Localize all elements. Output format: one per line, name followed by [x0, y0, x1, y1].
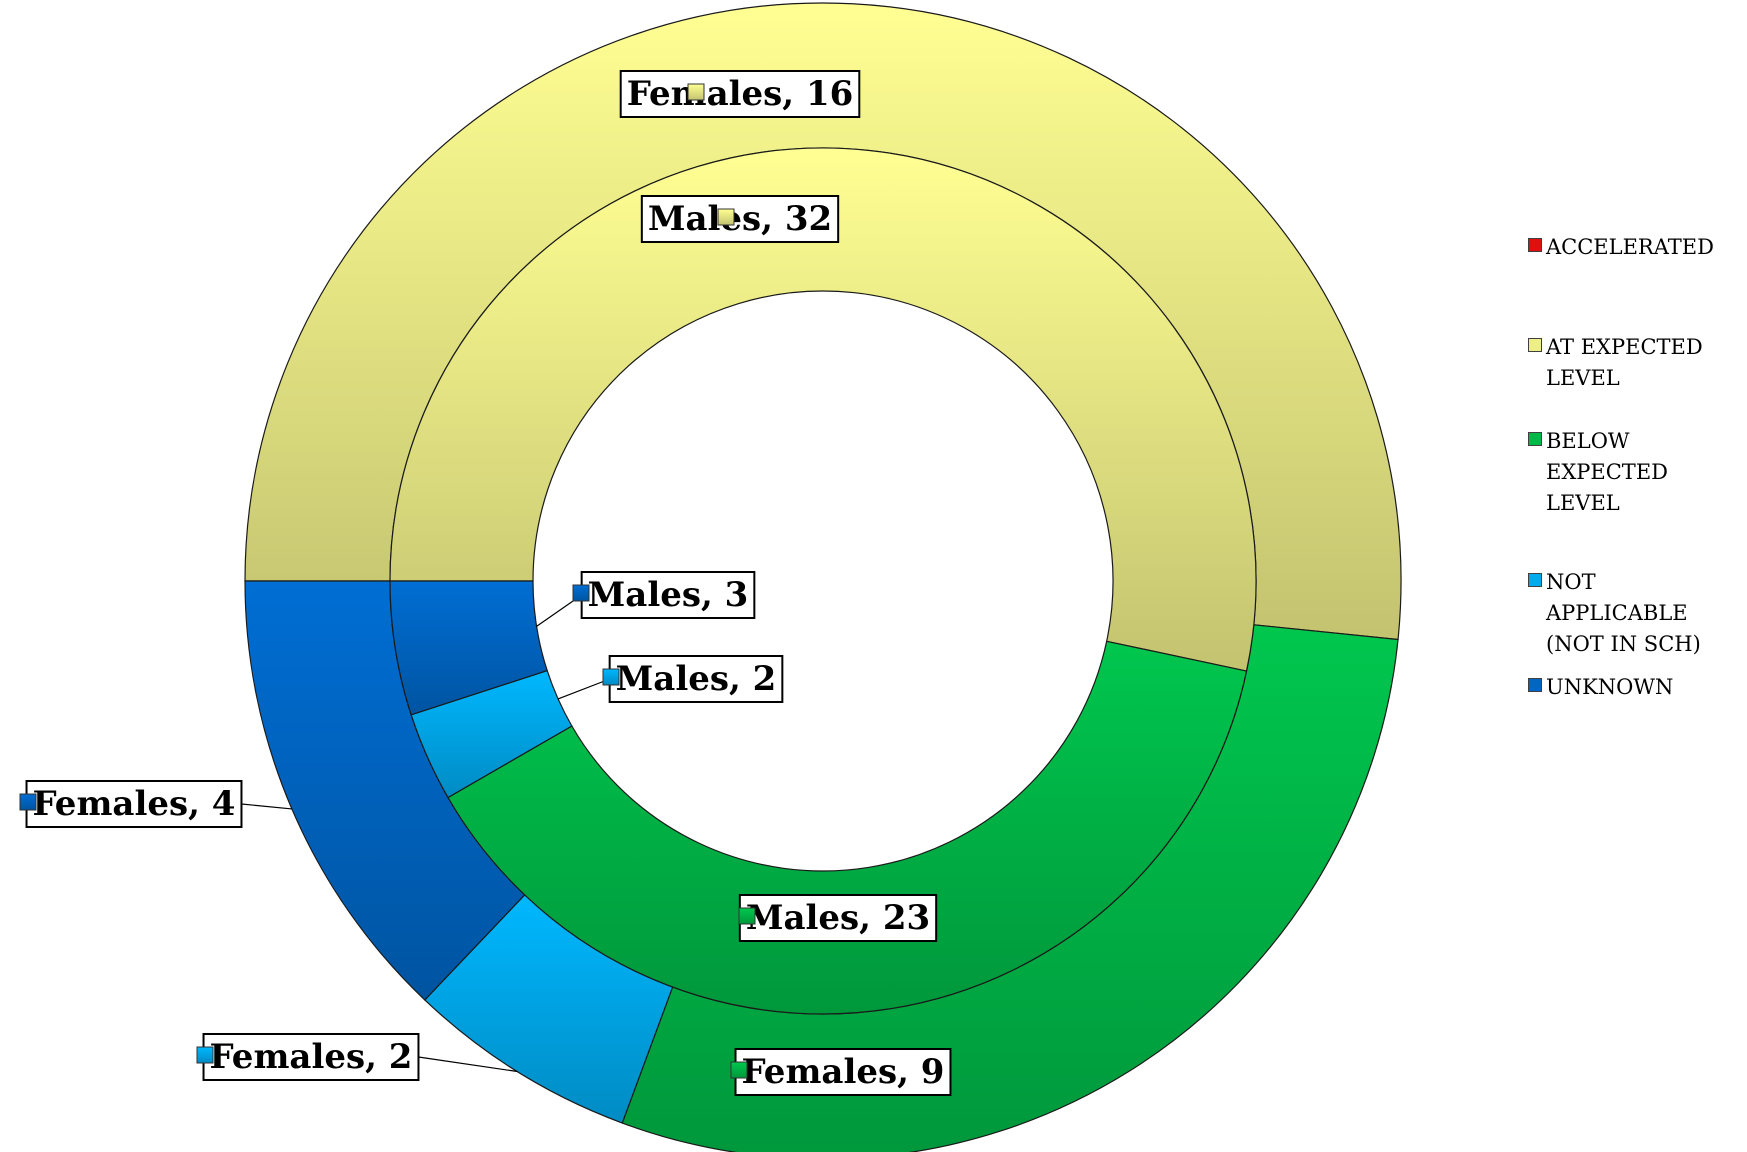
- slice-males-below-expected-level: [447, 640, 1248, 1015]
- data-label-box: [25, 780, 243, 828]
- legend-item-at-expected-level: AT EXPECTED LEVEL: [1528, 332, 1736, 394]
- legend-label: NOT APPLICABLE (NOT IN SCH): [1546, 570, 1701, 656]
- data-label-text: Females, 2: [210, 1037, 413, 1077]
- legend-swatch: [1528, 238, 1542, 252]
- data-label-swatch: [687, 83, 705, 101]
- data-label-text: Males, 32: [648, 199, 832, 239]
- data-label-swatch: [572, 584, 590, 602]
- data-label-males-32: Males, 32: [640, 195, 840, 243]
- data-label-text: Females, 16: [627, 74, 854, 114]
- data-label-females-9: Females, 9: [730, 1048, 952, 1096]
- inner-ring-males: [389, 147, 1257, 1015]
- legend-item-not-applicable-not-in-sch: NOT APPLICABLE (NOT IN SCH): [1528, 567, 1736, 660]
- data-label-box: [202, 1033, 420, 1081]
- data-label-females-16: Females, 16: [619, 70, 861, 118]
- legend-label: ACCELERATED: [1546, 235, 1714, 259]
- leader-line: [241, 803, 292, 810]
- data-label-text: Females, 4: [33, 784, 236, 824]
- data-label-females-2: Females, 2: [196, 1033, 420, 1081]
- data-labels: Females, 16 Males, 32 Males, 3 Males, 2 Fema…: [19, 70, 952, 1096]
- legend-label: AT EXPECTED LEVEL: [1546, 335, 1703, 390]
- outer-ring-females: [244, 2, 1402, 1152]
- data-label-males-3: Males, 3: [572, 571, 756, 619]
- data-label-box: [640, 195, 840, 243]
- data-label-text: Females, 9: [742, 1052, 945, 1092]
- data-label-females-4: Females, 4: [19, 780, 243, 828]
- legend-item-unknown: UNKNOWN: [1528, 672, 1736, 703]
- legend-swatch: [1528, 432, 1542, 446]
- data-label-males-2: Males, 2: [602, 655, 784, 703]
- data-label-swatch: [196, 1046, 214, 1064]
- data-label-box: [619, 70, 861, 118]
- data-label-swatch: [717, 208, 735, 226]
- data-label-swatch: [730, 1061, 748, 1079]
- data-label-swatch: [602, 668, 620, 686]
- data-label-box: [608, 655, 784, 703]
- legend-swatch: [1528, 573, 1542, 587]
- data-label-text: Males, 23: [746, 898, 930, 938]
- legend-item-below-expected-level: BELOW EXPECTED LEVEL: [1528, 426, 1736, 519]
- leader-line: [557, 678, 610, 700]
- legend-swatch: [1528, 338, 1542, 352]
- slice-males-at-expected-level: [389, 147, 1257, 672]
- data-label-text: Males, 2: [616, 659, 777, 699]
- data-label-swatch: [738, 907, 756, 925]
- legend-label: UNKNOWN: [1546, 675, 1674, 699]
- data-label-box: [580, 571, 756, 619]
- legend-label: BELOW EXPECTED LEVEL: [1546, 429, 1668, 515]
- data-label-swatch: [19, 793, 37, 811]
- legend-swatch: [1528, 678, 1542, 692]
- data-label-males-23: Males, 23: [738, 894, 938, 942]
- legend-item-accelerated: ACCELERATED: [1528, 232, 1736, 263]
- data-label-text: Males, 3: [588, 575, 749, 615]
- slice-males-unknown: [389, 580, 548, 716]
- leader-line: [418, 1056, 518, 1073]
- data-label-box: [738, 894, 938, 942]
